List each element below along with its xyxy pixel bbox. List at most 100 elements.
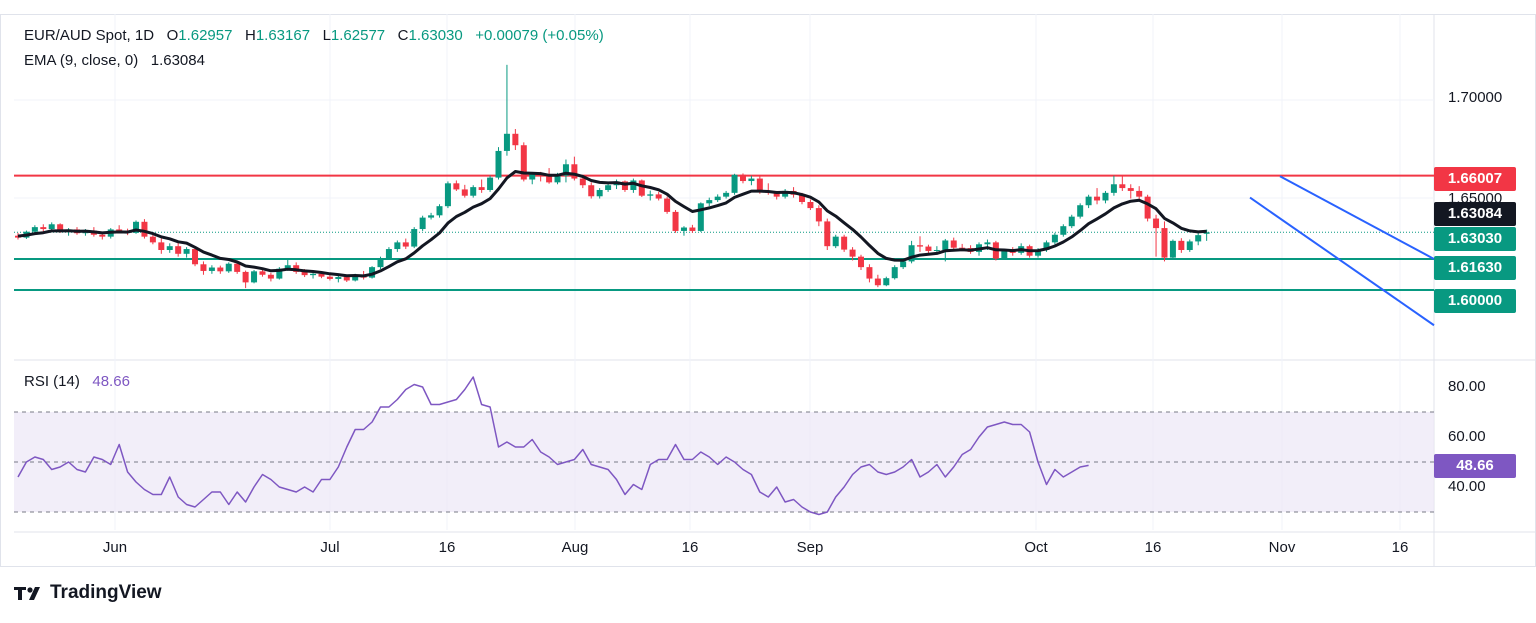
tradingview-brand[interactable]: TradingView [14, 582, 162, 604]
candle-body [411, 229, 418, 247]
candle-body [31, 227, 38, 232]
channel-lower-line [1249, 196, 1435, 327]
candle-body [664, 198, 671, 212]
open-label: O [166, 27, 179, 44]
candle-body [512, 133, 519, 146]
candle-body [1077, 205, 1084, 217]
candle-body [1068, 216, 1075, 227]
candle-body [891, 267, 898, 279]
high-value: 1.63167 [255, 27, 311, 44]
candle-body [529, 173, 536, 180]
candle-body [1169, 240, 1176, 258]
candle-body [259, 271, 266, 275]
channel-upper-line [1279, 175, 1435, 260]
date-label: Jul [320, 539, 340, 556]
candle-body [225, 263, 232, 272]
candle-body [335, 277, 342, 279]
candle-body [672, 211, 679, 231]
candle-body [554, 175, 561, 183]
close-label: C [397, 27, 409, 44]
candle-body [858, 256, 864, 268]
candle-body [588, 185, 595, 197]
date-label: Aug [561, 539, 589, 556]
ema-tag: 1.63084 [1434, 202, 1516, 226]
date-label: Nov [1268, 539, 1296, 556]
candle-body [1153, 218, 1160, 229]
rsi-value: 48.66 [92, 373, 130, 390]
candle-body [402, 242, 409, 247]
candle-body [310, 273, 317, 276]
candle-body [217, 267, 224, 272]
candle-body [756, 178, 763, 191]
candle-body [908, 245, 915, 262]
candle-body [1127, 188, 1134, 191]
candle-body [208, 267, 215, 271]
rsi-line [17, 376, 1089, 516]
candle-body [343, 277, 350, 281]
candle-body [175, 246, 182, 254]
symbol-label: EUR/AUD Spot, 1D [24, 27, 155, 44]
rsi-axis-label: 40.00 [1448, 478, 1486, 495]
open-value: 1.62957 [178, 27, 233, 44]
candle-body [428, 215, 435, 218]
candle-body [192, 249, 199, 265]
date-label: 16 [681, 539, 699, 556]
candle-body [478, 187, 485, 190]
candle-body [605, 185, 612, 190]
candle-body [841, 236, 848, 250]
brand-label: TradingView [50, 582, 162, 603]
candle-body [925, 246, 932, 251]
rsi-label: RSI (14) [24, 373, 80, 390]
candle-body [385, 249, 392, 258]
date-label: 16 [1391, 539, 1409, 556]
candle-body [1110, 184, 1117, 193]
candle-body [133, 221, 140, 233]
candle-body [116, 229, 123, 231]
candle-body [621, 181, 628, 190]
candle-body [369, 267, 376, 278]
candle-body [1203, 232, 1210, 234]
date-label: Sep [796, 539, 824, 556]
candle-body [950, 240, 957, 248]
candle-body [1178, 240, 1185, 250]
candle-body [647, 194, 654, 196]
rsi-axis-label: 60.00 [1448, 428, 1486, 445]
rsi-axis-label: 80.00 [1448, 378, 1486, 395]
candle-body [824, 221, 831, 247]
candle-body [571, 164, 578, 179]
date-label: Jun [102, 539, 128, 556]
candle-body [394, 242, 401, 250]
candle-body [444, 183, 451, 207]
candle-body [773, 192, 780, 197]
ema-value: 1.63084 [150, 52, 205, 69]
candle-body [874, 278, 881, 286]
candle-body [301, 271, 308, 276]
candle-body [815, 208, 822, 222]
candle-body [141, 221, 148, 237]
date-label: 16 [438, 539, 456, 556]
candle-body [630, 180, 637, 190]
candle-body [149, 236, 156, 243]
candle-body [748, 178, 755, 182]
candle-body [739, 174, 746, 182]
candle-body [942, 240, 949, 250]
candle-body [48, 224, 55, 230]
candle-body [562, 164, 569, 176]
high-label: H [244, 27, 256, 44]
candle-body [959, 247, 966, 249]
candle-body [832, 236, 839, 247]
candle-body [655, 194, 662, 199]
candle-body [714, 196, 721, 201]
candle-body [697, 203, 704, 231]
candle-body [1001, 250, 1008, 259]
candle-body [1144, 196, 1151, 219]
candle-body [461, 189, 468, 196]
candle-body [1186, 241, 1193, 250]
candle-body [487, 177, 494, 190]
candle-body [723, 192, 730, 197]
candle-body [1161, 228, 1168, 258]
candle-body [1102, 192, 1109, 201]
close-value: 1.63030 [408, 27, 463, 44]
candle-body [1119, 184, 1126, 189]
